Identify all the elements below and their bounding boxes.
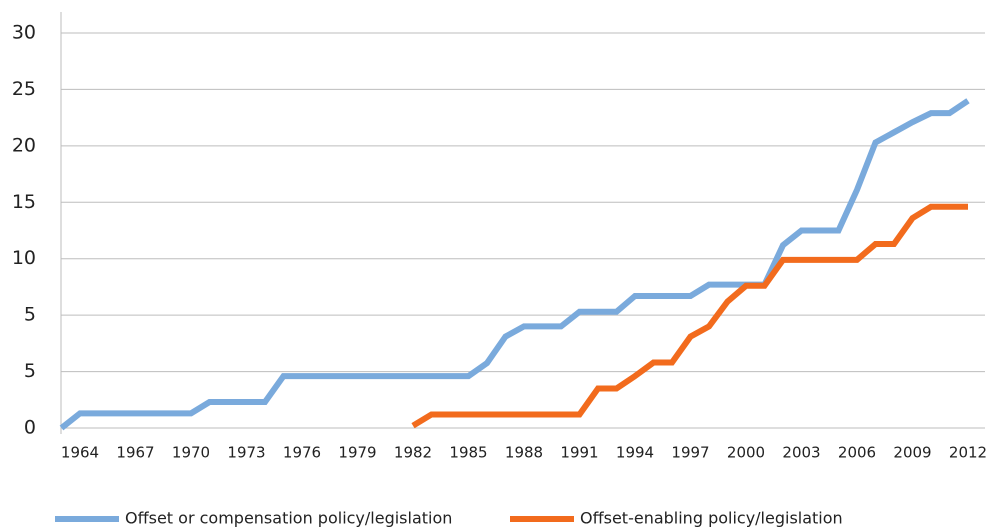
x-tick-label: 1985: [449, 444, 487, 462]
x-tick-label: 1964: [61, 444, 99, 462]
x-tick-label: 1973: [227, 444, 265, 462]
x-tick-label: 1991: [560, 444, 598, 462]
series-line: [59, 98, 970, 431]
x-tick-label: 2009: [893, 444, 931, 462]
x-tick-label: 2006: [838, 444, 876, 462]
y-tick-label: 0: [24, 417, 36, 439]
x-tick-label: 1967: [116, 444, 154, 462]
x-tick-label: 1997: [671, 444, 709, 462]
x-tick-label: 1976: [283, 444, 321, 462]
y-tick-label: 5: [24, 360, 36, 382]
x-tick-label: 2003: [782, 444, 820, 462]
x-tick-label: 1988: [505, 444, 543, 462]
x-tick-label: 2012: [949, 444, 987, 462]
y-tick-label: 20: [12, 134, 36, 156]
x-tick-label: 1994: [616, 444, 654, 462]
x-tick-label: 1970: [172, 444, 210, 462]
x-tick-label: 1982: [394, 444, 432, 462]
y-tick-label: 5: [24, 304, 36, 326]
series-line: [411, 203, 968, 429]
x-tick-label: 2000: [727, 444, 765, 462]
legend-label: Offset-enabling policy/legislation: [580, 509, 843, 528]
y-tick-label: 30: [12, 22, 36, 44]
y-tick-label: 15: [12, 191, 36, 213]
legend-label: Offset or compensation policy/legislatio…: [125, 509, 452, 528]
y-tick-label: 25: [12, 78, 36, 100]
y-tick-label: 10: [12, 247, 36, 269]
x-tick-label: 1979: [338, 444, 376, 462]
